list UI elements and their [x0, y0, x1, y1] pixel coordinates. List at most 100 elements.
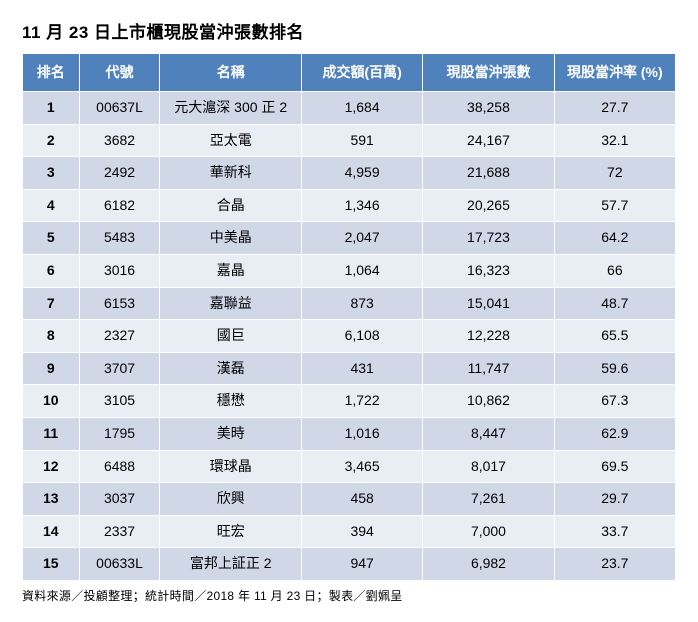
table-row: 32492華新科4,95921,68872	[23, 157, 676, 190]
cell-code: 3016	[79, 254, 160, 287]
cell-pct: 27.7	[554, 92, 675, 125]
cell-shares: 12,228	[423, 320, 554, 353]
cell-rank: 2	[23, 124, 80, 157]
table-row: 82327國巨6,10812,22865.5	[23, 320, 676, 353]
cell-turnover: 6,108	[301, 320, 422, 353]
cell-name: 嘉聯益	[160, 287, 302, 320]
cell-turnover: 1,722	[301, 385, 422, 418]
table-row: 103105穩懋1,72210,86267.3	[23, 385, 676, 418]
cell-name: 富邦上証正 2	[160, 548, 302, 581]
cell-turnover: 873	[301, 287, 422, 320]
table-row: 23682亞太電59124,16732.1	[23, 124, 676, 157]
cell-shares: 10,862	[423, 385, 554, 418]
cell-turnover: 458	[301, 483, 422, 516]
cell-code: 2337	[79, 515, 160, 548]
cell-pct: 72	[554, 157, 675, 190]
cell-name: 穩懋	[160, 385, 302, 418]
cell-turnover: 1,346	[301, 189, 422, 222]
cell-pct: 59.6	[554, 352, 675, 385]
footnote: 資料來源／投顧整理；統計時間／2018 年 11 月 23 日；製表／劉姵呈	[22, 587, 676, 604]
cell-name: 中美晶	[160, 222, 302, 255]
cell-code: 6182	[79, 189, 160, 222]
cell-turnover: 1,684	[301, 92, 422, 125]
table-row: 93707漢磊43111,74759.6	[23, 352, 676, 385]
cell-shares: 6,982	[423, 548, 554, 581]
cell-rank: 7	[23, 287, 80, 320]
cell-turnover: 591	[301, 124, 422, 157]
cell-code: 5483	[79, 222, 160, 255]
cell-pct: 29.7	[554, 483, 675, 516]
cell-rank: 6	[23, 254, 80, 287]
cell-pct: 67.3	[554, 385, 675, 418]
cell-code: 3682	[79, 124, 160, 157]
cell-turnover: 2,047	[301, 222, 422, 255]
cell-rank: 14	[23, 515, 80, 548]
col-header-shares: 現股當沖張數	[423, 54, 554, 92]
cell-name: 亞太電	[160, 124, 302, 157]
page-title: 11 月 23 日上市櫃現股當沖張數排名	[22, 18, 676, 43]
cell-shares: 7,261	[423, 483, 554, 516]
cell-code: 00633L	[79, 548, 160, 581]
cell-name: 元大滬深 300 正 2	[160, 92, 302, 125]
cell-name: 環球晶	[160, 450, 302, 483]
cell-code: 6153	[79, 287, 160, 320]
cell-name: 漢磊	[160, 352, 302, 385]
cell-rank: 5	[23, 222, 80, 255]
table-row: 46182合晶1,34620,26557.7	[23, 189, 676, 222]
cell-code: 00637L	[79, 92, 160, 125]
cell-name: 美時	[160, 417, 302, 450]
cell-turnover: 1,016	[301, 417, 422, 450]
cell-turnover: 947	[301, 548, 422, 581]
table-row: 63016嘉晶1,06416,32366	[23, 254, 676, 287]
table-row: 100637L元大滬深 300 正 21,68438,25827.7	[23, 92, 676, 125]
cell-rank: 1	[23, 92, 80, 125]
cell-shares: 24,167	[423, 124, 554, 157]
cell-pct: 62.9	[554, 417, 675, 450]
cell-turnover: 4,959	[301, 157, 422, 190]
cell-pct: 33.7	[554, 515, 675, 548]
cell-rank: 12	[23, 450, 80, 483]
cell-pct: 32.1	[554, 124, 675, 157]
cell-pct: 69.5	[554, 450, 675, 483]
cell-code: 3037	[79, 483, 160, 516]
cell-pct: 57.7	[554, 189, 675, 222]
table-row: 133037欣興4587,26129.7	[23, 483, 676, 516]
col-header-rank: 排名	[23, 54, 80, 92]
cell-shares: 8,447	[423, 417, 554, 450]
cell-shares: 8,017	[423, 450, 554, 483]
cell-pct: 64.2	[554, 222, 675, 255]
cell-shares: 21,688	[423, 157, 554, 190]
table-row: 142337旺宏3947,00033.7	[23, 515, 676, 548]
cell-name: 華新科	[160, 157, 302, 190]
cell-rank: 4	[23, 189, 80, 222]
cell-rank: 15	[23, 548, 80, 581]
cell-turnover: 3,465	[301, 450, 422, 483]
cell-shares: 38,258	[423, 92, 554, 125]
cell-shares: 16,323	[423, 254, 554, 287]
cell-rank: 8	[23, 320, 80, 353]
cell-pct: 66	[554, 254, 675, 287]
cell-shares: 20,265	[423, 189, 554, 222]
col-header-turnover: 成交額(百萬)	[301, 54, 422, 92]
cell-code: 3707	[79, 352, 160, 385]
cell-shares: 7,000	[423, 515, 554, 548]
cell-rank: 9	[23, 352, 80, 385]
cell-name: 國巨	[160, 320, 302, 353]
cell-shares: 11,747	[423, 352, 554, 385]
cell-turnover: 1,064	[301, 254, 422, 287]
col-header-pct: 現股當沖率 (%)	[554, 54, 675, 92]
cell-pct: 65.5	[554, 320, 675, 353]
cell-shares: 15,041	[423, 287, 554, 320]
cell-rank: 3	[23, 157, 80, 190]
cell-code: 6488	[79, 450, 160, 483]
cell-code: 1795	[79, 417, 160, 450]
col-header-name: 名稱	[160, 54, 302, 92]
table-row: 111795美時1,0168,44762.9	[23, 417, 676, 450]
table-row: 55483中美晶2,04717,72364.2	[23, 222, 676, 255]
cell-name: 欣興	[160, 483, 302, 516]
cell-shares: 17,723	[423, 222, 554, 255]
table-row: 76153嘉聯益87315,04148.7	[23, 287, 676, 320]
cell-name: 旺宏	[160, 515, 302, 548]
col-header-code: 代號	[79, 54, 160, 92]
cell-code: 3105	[79, 385, 160, 418]
